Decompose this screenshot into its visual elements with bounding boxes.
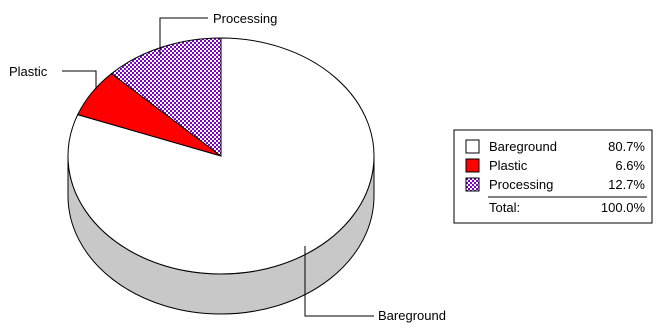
legend-label-bareground: Bareground (489, 139, 557, 154)
callout-label-processing: Processing (213, 11, 277, 26)
leader-line-processing (159, 17, 208, 55)
legend-swatch-plastic (465, 158, 480, 173)
leader-line-bareground (304, 246, 374, 317)
legend: Bareground 80.7% Plastic 6.6% Processing… (453, 129, 653, 224)
legend-box (453, 129, 653, 224)
legend-swatch-processing (465, 177, 480, 192)
legend-total-value: 100.0% (601, 200, 646, 215)
legend-value-bareground: 80.7% (608, 139, 645, 154)
pie-slice-processing (110, 37, 222, 158)
legend-swatch-bareground (465, 139, 480, 154)
legend-label-plastic: Plastic (489, 158, 528, 173)
leader-line-plastic (62, 70, 97, 89)
legend-total-label: Total: (489, 200, 520, 215)
legend-value-plastic: 6.6% (615, 158, 645, 173)
legend-value-processing: 12.7% (608, 177, 645, 192)
callout-label-plastic: Plastic (9, 64, 48, 79)
legend-label-processing: Processing (489, 177, 553, 192)
callout-label-bareground: Bareground (378, 308, 446, 323)
